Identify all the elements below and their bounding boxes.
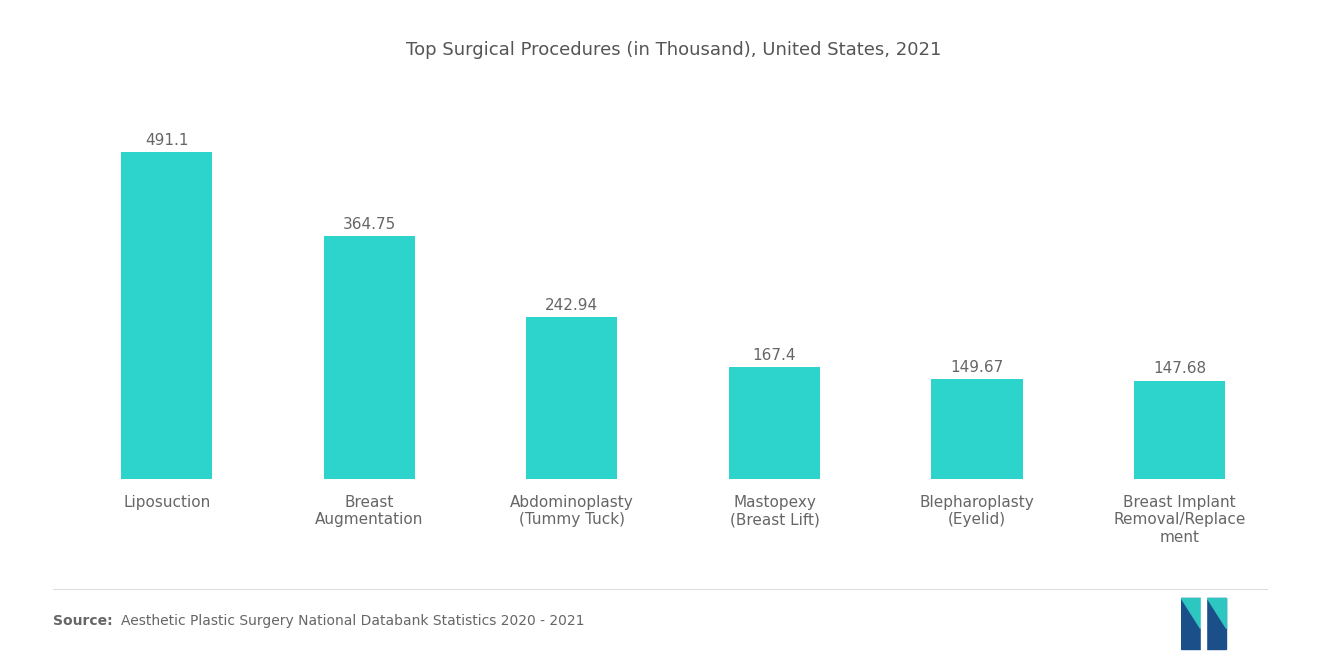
Bar [121, 152, 213, 479]
Bar [1201, 598, 1206, 649]
Text: 242.94: 242.94 [545, 298, 598, 313]
Text: Aesthetic Plastic Surgery National Databank Statistics 2020 - 2021: Aesthetic Plastic Surgery National Datab… [121, 614, 585, 628]
Bar [1181, 598, 1200, 649]
Bar [527, 317, 618, 479]
Title: Top Surgical Procedures (in Thousand), United States, 2021: Top Surgical Procedures (in Thousand), U… [405, 41, 941, 59]
Text: 149.67: 149.67 [950, 360, 1003, 374]
Text: 491.1: 491.1 [145, 132, 189, 148]
Polygon shape [1181, 598, 1200, 628]
Text: Source:: Source: [53, 614, 112, 628]
Bar [1134, 380, 1225, 479]
Text: 364.75: 364.75 [343, 217, 396, 231]
Bar [1208, 598, 1226, 649]
Text: 167.4: 167.4 [752, 348, 796, 363]
Bar [323, 236, 414, 479]
Text: 147.68: 147.68 [1154, 361, 1206, 376]
Polygon shape [1208, 598, 1226, 628]
Bar [932, 379, 1023, 479]
Bar [729, 368, 820, 479]
